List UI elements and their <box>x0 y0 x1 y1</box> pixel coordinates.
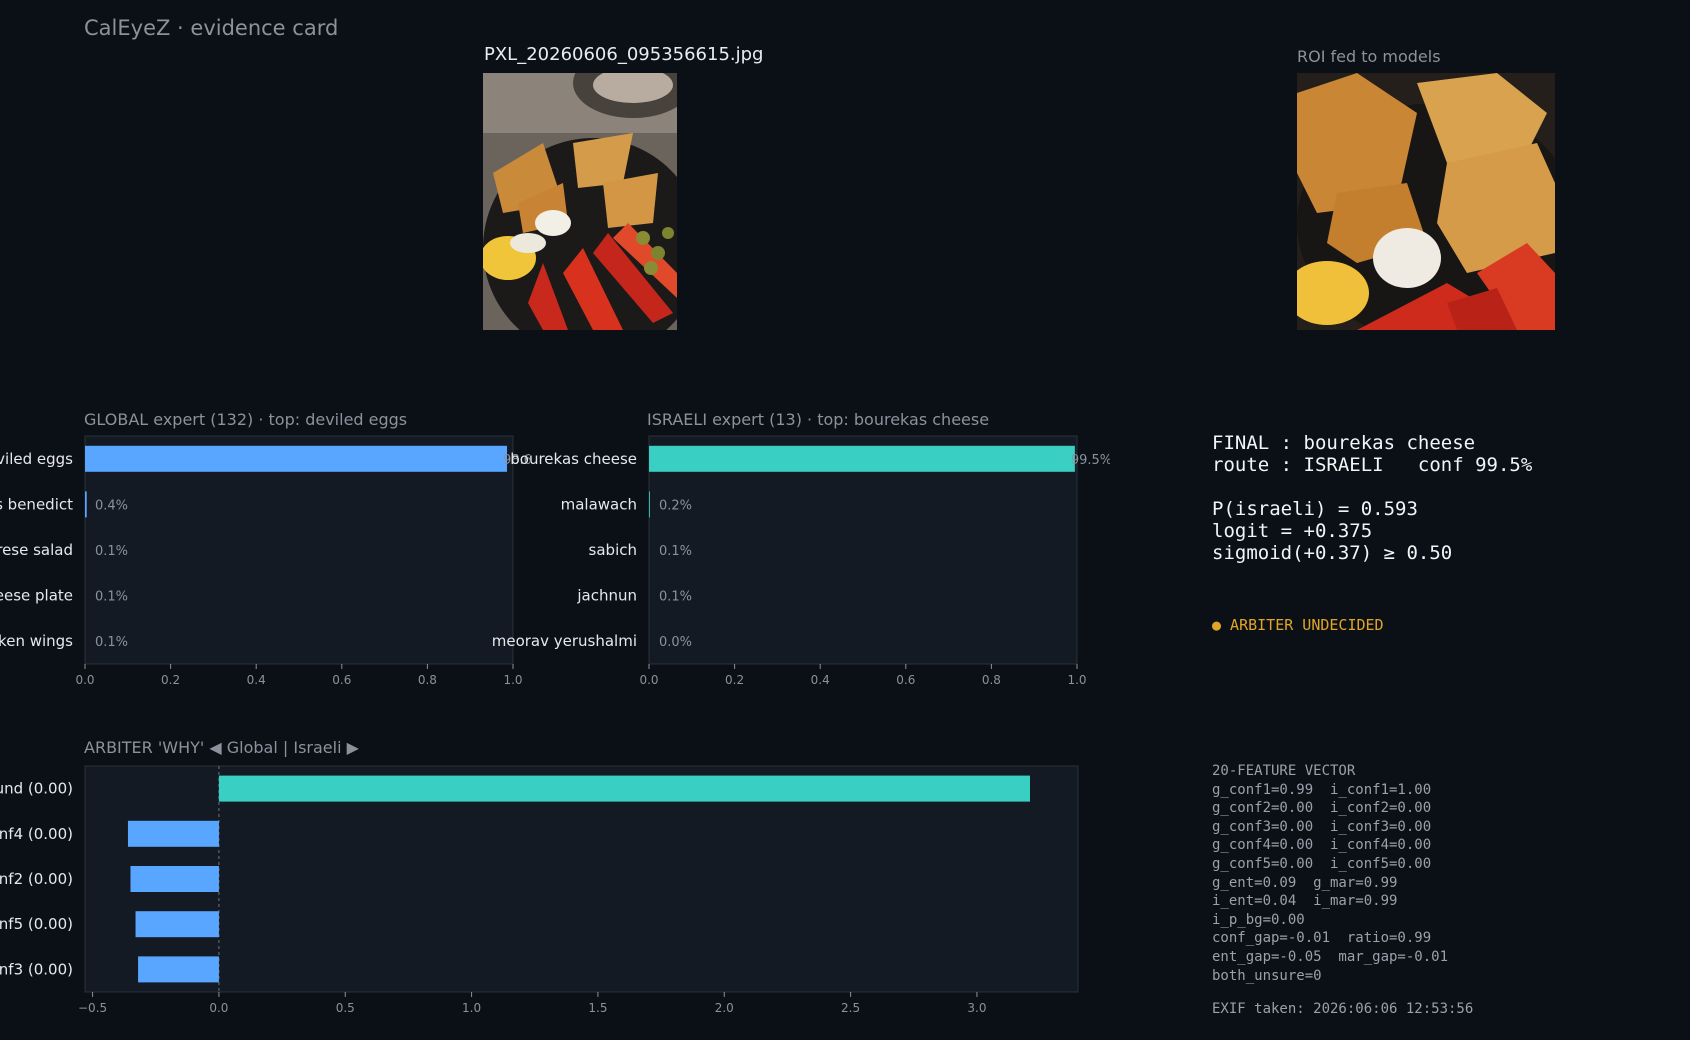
israeli-value-label: 99.5% <box>1071 453 1110 468</box>
israeli-category-label: meorav yerushalmi <box>492 632 637 650</box>
global-plot-area <box>84 435 514 665</box>
roi-photo <box>1297 73 1555 330</box>
arbiter-tick-label: 2.5 <box>841 1001 860 1015</box>
israeli-tick-label: 0.4 <box>811 673 830 687</box>
israeli-value-label: 0.1% <box>659 590 692 605</box>
israeli-bar <box>649 491 650 518</box>
arbiter-plot-area <box>84 765 1079 993</box>
food-photo-image <box>483 73 677 330</box>
global-tick-label: 0.2 <box>161 673 180 687</box>
arbiter-chart-title: ARBITER 'WHY' ◀ Global | Israeli ▶ <box>84 738 359 757</box>
israeli-value-label: 0.1% <box>659 544 692 559</box>
global-tick-label: 0.4 <box>247 673 266 687</box>
global-category-label: caprese salad <box>0 541 73 559</box>
global-chart: deviled eggs 98.6% eggs benedict 0.4% capres… <box>0 435 530 687</box>
arbiter-bar <box>127 820 219 847</box>
israeli-category-label: bourekas cheese <box>510 450 637 468</box>
global-value-label: 0.4% <box>95 498 128 513</box>
roi-title: ROI fed to models <box>1297 47 1441 66</box>
arbiter-feature-label: i_conf2 (0.00) <box>0 870 73 889</box>
global-tick-label: 1.0 <box>503 673 522 687</box>
arbiter-feature-label: i_conf3 (0.00) <box>0 960 73 979</box>
global-tick-label: 0.8 <box>418 673 437 687</box>
israeli-category-label: jachnun <box>576 587 637 605</box>
final-decision-text: FINAL : bourekas cheese route : ISRAELI … <box>1212 432 1533 564</box>
page-title: CalEyeZ · evidence card <box>84 16 339 40</box>
global-category-label: deviled eggs <box>0 450 73 468</box>
image-filename: PXL_20260606_095356615.jpg <box>484 44 764 65</box>
feature-vector-text: 20-FEATURE VECTOR g_conf1=0.99 i_conf1=1… <box>1212 763 1449 984</box>
arbiter-bar <box>218 775 1030 802</box>
arbiter-feature-label: i_p_bg_bound (0.00) <box>0 780 73 799</box>
global-category-label: eggs benedict <box>0 495 73 513</box>
arbiter-bar <box>130 866 219 892</box>
global-value-label: 0.1% <box>95 635 128 650</box>
israeli-tick-label: 1.0 <box>1067 673 1086 687</box>
israeli-tick-label: 0.0 <box>639 673 658 687</box>
roi-image <box>1297 73 1555 330</box>
global-value-label: 98.6% <box>503 453 530 468</box>
arbiter-tick-label: 3.0 <box>967 1001 986 1015</box>
arbiter-feature-label: i_conf4 (0.00) <box>0 825 73 844</box>
arbiter-tick-label: 0.0 <box>209 1001 228 1015</box>
global-category-label: chicken wings <box>0 632 73 650</box>
global-chart-title: GLOBAL expert (132) · top: deviled eggs <box>84 410 408 429</box>
arbiter-tick-label: 2.0 <box>715 1001 734 1015</box>
exif-timestamp: EXIF taken: 2026:06:06 12:53:56 <box>1212 1001 1474 1017</box>
arbiter-bar <box>135 911 219 938</box>
arbiter-status: ● ARBITER UNDECIDED <box>1212 616 1384 634</box>
israeli-value-label: 0.0% <box>659 635 692 650</box>
israeli-tick-label: 0.6 <box>896 673 915 687</box>
israeli-tick-label: 0.8 <box>982 673 1001 687</box>
israeli-tick-label: 0.2 <box>725 673 744 687</box>
arbiter-feature-label: i_conf5 (0.00) <box>0 915 73 934</box>
israeli-category-label: malawach <box>561 495 637 513</box>
israeli-bar <box>649 445 1075 472</box>
israeli-category-label: sabich <box>589 541 637 559</box>
global-tick-label: 0.6 <box>332 673 351 687</box>
global-bar <box>85 445 508 472</box>
arbiter-tick-label: −0.5 <box>78 1001 107 1015</box>
israeli-chart: bourekas cheese 99.5% malawach 0.2% sabich 0.… <box>492 435 1110 687</box>
global-value-label: 0.1% <box>95 590 128 605</box>
global-tick-label: 0.0 <box>75 673 94 687</box>
arbiter-tick-label: 0.5 <box>336 1001 355 1015</box>
global-value-label: 0.1% <box>95 544 128 559</box>
global-category-label: cheese plate <box>0 587 73 605</box>
global-bar <box>85 491 87 518</box>
israeli-chart-title: ISRAELI expert (13) · top: bourekas chee… <box>647 410 990 429</box>
arbiter-chart: i_p_bg_bound (0.00) i_conf4 (0.00) i_conf2… <box>0 765 1079 1015</box>
arbiter-tick-label: 1.5 <box>588 1001 607 1015</box>
arbiter-bar <box>138 956 219 983</box>
arbiter-tick-label: 1.0 <box>462 1001 481 1015</box>
israeli-plot-area <box>648 435 1078 665</box>
original-photo <box>483 73 677 330</box>
israeli-value-label: 0.2% <box>659 498 692 513</box>
